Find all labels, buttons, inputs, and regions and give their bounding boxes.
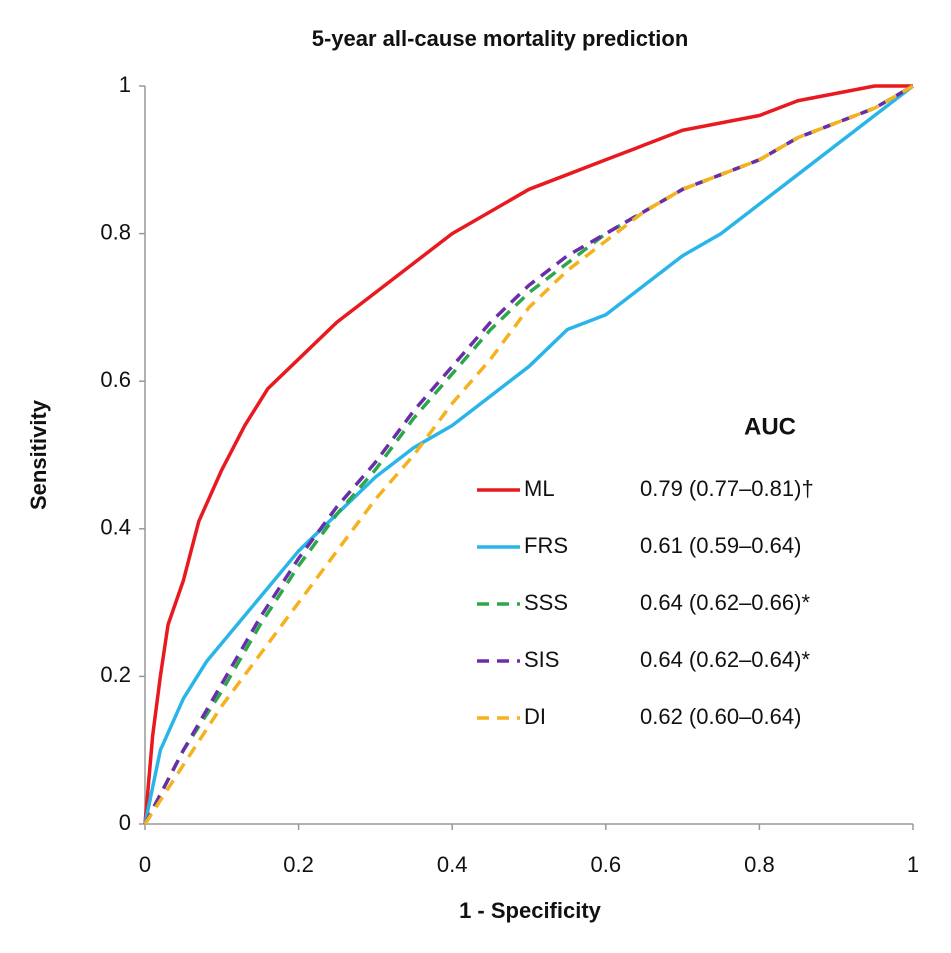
x-tick-label: 0.4 xyxy=(437,852,468,877)
roc-curve xyxy=(143,84,914,825)
legend-title: AUC xyxy=(744,413,796,440)
y-tick-label: 0 xyxy=(119,810,131,835)
roc-curve xyxy=(143,84,914,825)
chart-title: 5-year all-cause mortality prediction xyxy=(312,26,689,51)
legend-label: FRS xyxy=(524,533,568,558)
roc-curve xyxy=(143,84,913,825)
auc-label: 0.79 (0.77–0.81)† xyxy=(640,476,814,501)
auc-label: 0.61 (0.59–0.64) xyxy=(640,533,801,558)
y-tick-label: 0.8 xyxy=(100,219,131,244)
y-axis-label: Sensitivity xyxy=(26,399,51,510)
auc-label: 0.64 (0.62–0.64)* xyxy=(640,647,810,672)
x-tick-label: 0.6 xyxy=(591,852,622,877)
legend-label: SSS xyxy=(524,590,568,615)
roc-curve xyxy=(143,84,915,825)
y-tick-label: 0.6 xyxy=(100,367,131,392)
x-tick-label: 0 xyxy=(139,852,151,877)
legend-label: DI xyxy=(524,704,546,729)
auc-label: 0.64 (0.62–0.66)* xyxy=(640,590,810,615)
x-tick-label: 0.8 xyxy=(744,852,775,877)
x-axis-label: 1 - Specificity xyxy=(459,898,602,923)
auc-label: 0.62 (0.60–0.64) xyxy=(640,704,801,729)
legend-label: SIS xyxy=(524,647,559,672)
y-tick-label: 1 xyxy=(119,72,131,97)
x-tick-label: 0.2 xyxy=(283,852,314,877)
x-tick-label: 1 xyxy=(907,852,919,877)
y-tick-label: 0.2 xyxy=(100,662,131,687)
legend-label: ML xyxy=(524,476,555,501)
y-tick-label: 0.4 xyxy=(100,515,131,540)
